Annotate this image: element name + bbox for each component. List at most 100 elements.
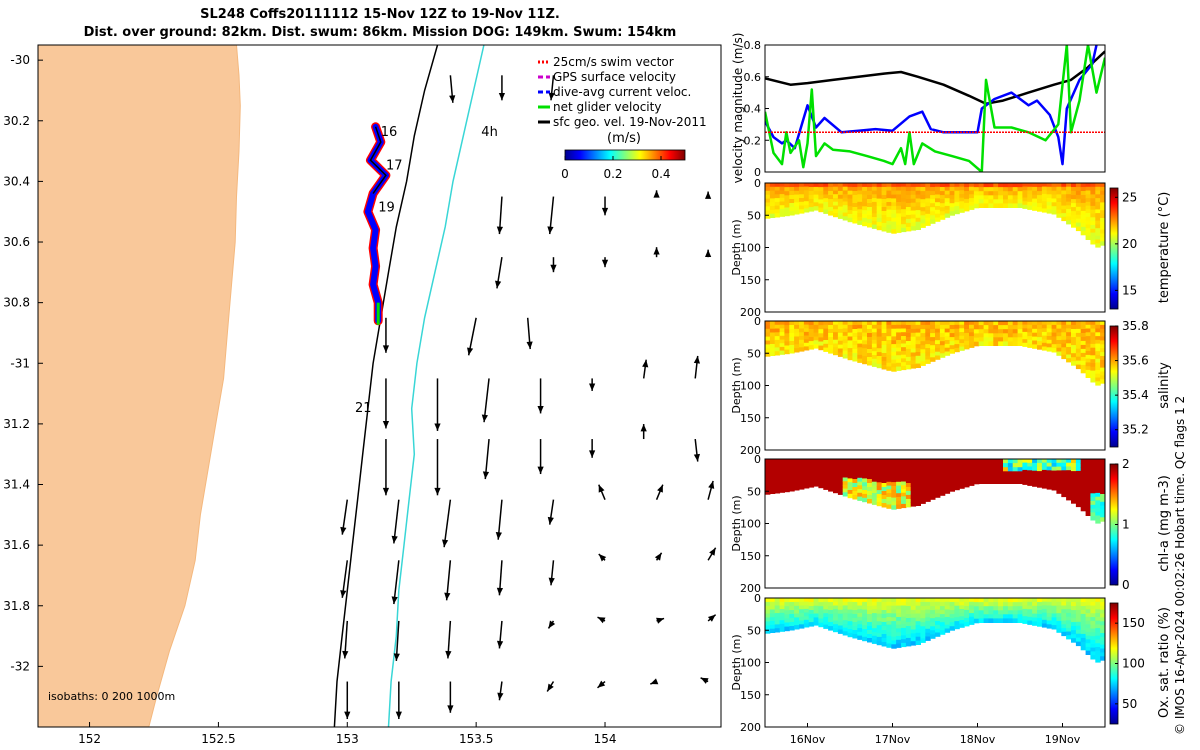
section-cell [920,345,925,350]
section-cell [1086,504,1091,508]
section-cell [891,195,896,199]
section-cell [848,187,853,191]
section-cell [959,613,964,617]
section-cell [765,333,770,337]
section-cell [988,467,993,472]
section-cell [1076,642,1081,647]
section-cell [828,211,833,216]
section-cell [804,205,809,209]
section-cell [814,617,819,621]
section-cell [862,629,867,633]
section-cell [833,332,838,336]
section-cell [799,474,804,478]
figure: SL248 Coffs20111112 15-Nov 12Z to 19-Nov… [0,0,1200,750]
section-cell [857,636,862,640]
section-cell [891,363,896,367]
section-cell [920,325,925,330]
section-cell [891,463,896,467]
section-cell [1056,325,1061,329]
section-cell [1071,618,1076,623]
section-cell [979,618,984,623]
section-cell [867,353,872,358]
section-cell [809,618,814,623]
section-cell [1081,203,1086,208]
section-cell [886,367,891,371]
section-cell [920,357,925,362]
section-cell [784,329,789,334]
section-cell [940,614,945,619]
section-cell [818,195,823,200]
section-cell [1090,210,1095,214]
section-cell [784,199,789,204]
section-cell [896,501,901,505]
section-cell [1037,618,1042,623]
section-cell [799,206,804,210]
section-cell [969,478,974,482]
section-cell [872,489,877,493]
section-cell [1090,206,1095,210]
section-cell [916,467,921,471]
section-cell [906,475,911,480]
section-cell [1047,606,1052,610]
section-cell [804,339,809,343]
section-cell [1066,336,1071,340]
section-cell [1066,332,1071,336]
section-cell [1071,187,1076,192]
section-cell [984,467,989,472]
section-cell [1047,482,1052,486]
section-cell [930,183,935,188]
section-cell [833,329,838,333]
section-cell [935,356,940,360]
section-cell [828,602,833,607]
section-cell [867,187,872,192]
section-cell [969,470,974,474]
colorbar-label: chl-a (mg m-3) [1157,475,1172,572]
section-cell [828,610,833,615]
section-cell [911,463,916,467]
section-cell [1081,507,1086,512]
section-cell [1042,339,1047,343]
section-cell [920,491,925,496]
section-cell [1076,499,1081,504]
section-cell [775,325,780,329]
section-cell [1013,598,1018,603]
section-cell [969,206,974,210]
section-cell [804,484,809,488]
section-cell [765,475,770,479]
section-cell [950,602,955,607]
section-cell [804,183,809,187]
section-cell [833,321,838,325]
section-cell [1042,470,1047,474]
section-cell [906,203,911,208]
section-cell [906,333,911,338]
section-cell [838,614,843,618]
section-cell [848,218,853,222]
section-cell [799,202,804,206]
y-tick-label: 31.6 [3,538,30,552]
section-cell [969,482,974,486]
section-cell [920,333,925,338]
section-cell [1047,602,1052,606]
section-cell [852,321,857,326]
section-cell [964,602,969,607]
section-cell [1081,487,1086,492]
section-cell [1047,202,1052,206]
section-cell [940,479,945,484]
section-cell [920,211,925,216]
section-cell [867,463,872,468]
section-cell [852,618,857,623]
section-cell [872,493,877,497]
section-cell [804,332,809,336]
section-cell [799,325,804,329]
section-cell [1018,471,1023,476]
section-cell [780,466,785,470]
section-cell [818,346,823,351]
section-cell [906,638,911,643]
section-cell [1066,602,1071,606]
section-cell [809,337,814,342]
section-cell [1095,463,1100,467]
section-cell [867,345,872,350]
section-cell [896,229,901,233]
section-cell [848,329,853,333]
section-cell [1081,361,1086,366]
